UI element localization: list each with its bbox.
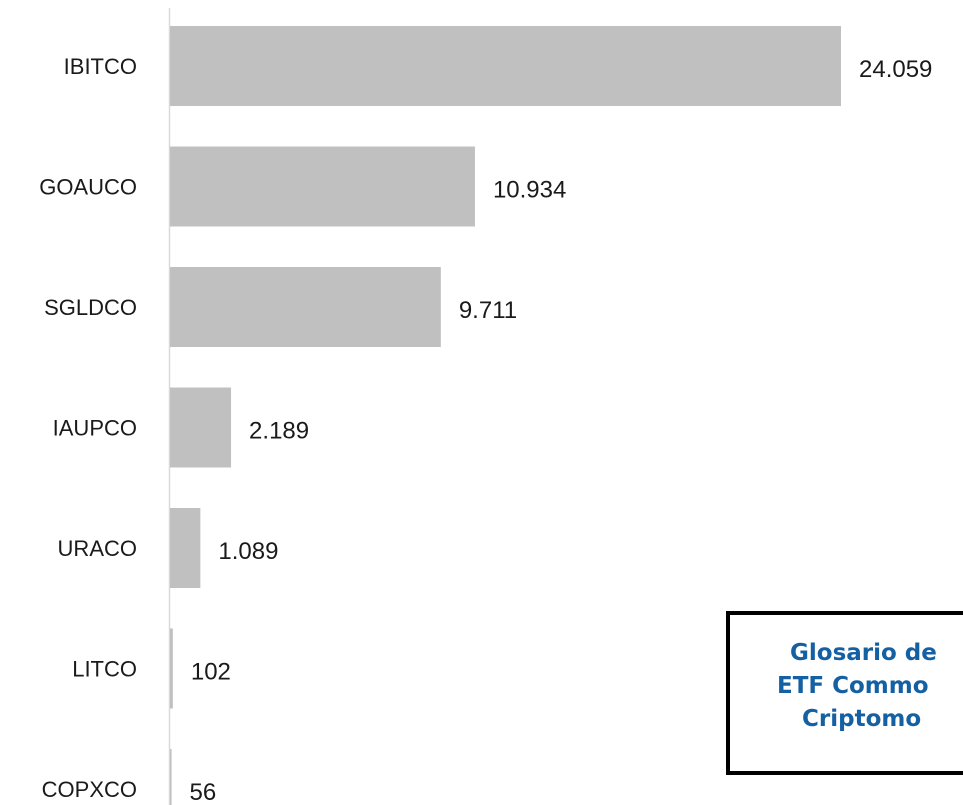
value-label-uraco: 1.089 [218,538,278,565]
bar-goauco [170,146,475,227]
bar-iaupco [170,387,232,468]
glossary-note-line-3: Criptomo [802,706,922,732]
bars-group [170,26,841,805]
value-label-copxco: 56 [190,779,217,805]
bar-copxco [170,749,172,805]
category-label-uraco: URACO [58,536,137,561]
glossary-note-line-2: ETF Commo [777,673,929,699]
value-label-iaupco: 2.189 [249,418,309,445]
value-label-goauco: 10.934 [493,177,566,204]
value-label-sgldco: 9.711 [459,297,517,324]
glossary-note-box: Glosario de ETF Commo Criptomo [726,611,963,775]
category-label-iaupco: IAUPCO [53,416,137,441]
category-label-litco: LITCO [72,657,137,682]
value-label-litco: 102 [191,659,231,686]
category-labels-group: IBITCO GOAUCO SGLDCO IAUPCO URACO LITCO COPXCO [39,54,137,802]
category-label-copxco: COPXCO [42,777,137,802]
category-label-ibitco: IBITCO [64,54,137,79]
bar-sgldco [170,267,441,347]
glossary-note-line-1: Glosario de [790,640,937,666]
category-label-goauco: GOAUCO [39,175,137,200]
bar-ibitco [170,26,841,106]
bar-uraco [170,508,201,588]
category-label-sgldco: SGLDCO [44,295,137,320]
value-labels-group: 24.059 10.934 9.711 2.189 1.089 102 56 [190,56,933,805]
value-label-ibitco: 24.059 [859,56,932,83]
bar-litco [170,628,173,709]
